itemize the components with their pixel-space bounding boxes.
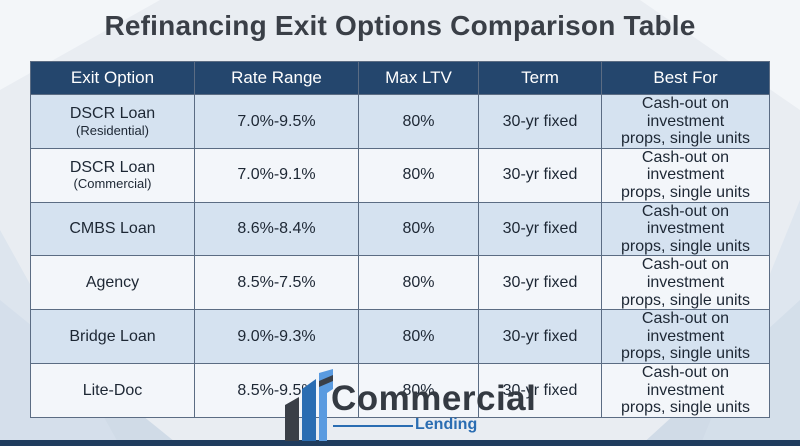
max-ltv-cell: 80%: [358, 309, 479, 364]
building-logo-icon: [285, 369, 333, 441]
best-for-cell: Cash-out on investment props, single unit…: [601, 255, 770, 311]
exit-option-cell: CMBS Loan: [30, 201, 195, 257]
table-row: CMBS Loan 8.6%-8.4% 80% 30-yr fixed Cash…: [30, 201, 770, 257]
best-for-line-1: Cash-out on investment: [641, 363, 730, 399]
logo-wordmark: Commercial: [331, 379, 537, 418]
max-ltv-cell: 80%: [358, 362, 479, 418]
max-ltv-cell: 80%: [358, 255, 479, 311]
term-cell: 30-yr fixed: [478, 255, 602, 311]
best-for-line-2: props, single units: [621, 130, 750, 148]
commercial-lending-logo: Commercial Lending: [283, 369, 537, 441]
rate-range-cell: 7.0%-9.5%: [194, 94, 359, 149]
logo-divider: [333, 425, 413, 427]
best-for-cell: Cash-out on investment props, single unit…: [601, 94, 770, 149]
best-for-cell: Cash-out on investment props, single unit…: [601, 309, 770, 364]
rate-range-cell: 7.0%-9.1%: [194, 147, 359, 203]
max-ltv-cell: 80%: [358, 94, 479, 149]
exit-option-name: DSCR Loan: [69, 104, 156, 122]
page-title: Refinancing Exit Options Comparison Tabl…: [104, 10, 696, 41]
best-for-line-2: props, single units: [621, 399, 750, 417]
comparison-table: Exit Option Rate Range Max LTV Term Best…: [30, 61, 770, 418]
column-header-exit-option: Exit Option: [30, 61, 195, 95]
best-for-line-2: props, single units: [621, 237, 750, 255]
table-row: Agency 8.5%-7.5% 80% 30-yr fixed Cash-ou…: [30, 255, 770, 311]
rate-range-cell: 8.5%-7.5%: [194, 255, 359, 311]
exit-option-cell: DSCR Loan (Commercial): [30, 147, 195, 203]
best-for-line-1: Cash-out on investment: [641, 202, 730, 238]
term-cell: 30-yr fixed: [478, 362, 602, 418]
rate-range-cell: 8.6%-8.4%: [194, 201, 359, 257]
max-ltv-cell: 80%: [358, 147, 479, 203]
term-cell: 30-yr fixed: [478, 201, 602, 257]
logo-subtitle: Lending: [415, 416, 478, 433]
best-for-cell: Cash-out on investment props, single unit…: [601, 362, 770, 418]
best-for-cell: Cash-out on investment props, single unit…: [601, 147, 770, 203]
best-for-line-1: Cash-out on investment: [641, 310, 730, 345]
term-cell: 30-yr fixed: [478, 309, 602, 364]
table-row: Lite-Doc 8.5%-9.5% 80% 30-yr fixed Cash-…: [30, 362, 770, 418]
best-for-line-1: Cash-out on investment: [641, 256, 730, 291]
best-for-line-2: props, single units: [621, 291, 750, 309]
rate-range-cell: 9.0%-9.3%: [194, 309, 359, 364]
best-for-line-2: props, single units: [621, 345, 750, 363]
table-row: Bridge Loan 9.0%-9.3% 80% 30-yr fixed Ca…: [30, 309, 770, 364]
best-for-line-2: props, single units: [621, 183, 750, 201]
column-header-term: Term: [478, 61, 602, 95]
table-row: DSCR Loan (Residential) 7.0%-9.5% 80% 30-…: [30, 94, 770, 149]
exit-option-cell: Agency: [30, 255, 195, 311]
column-header-max-ltv: Max LTV: [358, 61, 479, 95]
best-for-line-1: Cash-out on investment: [641, 95, 730, 130]
column-header-best-for: Best For: [601, 61, 770, 95]
term-cell: 30-yr fixed: [478, 147, 602, 203]
table-header-row: Exit Option Rate Range Max LTV Term Best…: [30, 61, 770, 95]
exit-option-subtype: (Residential): [76, 122, 149, 138]
best-for-line-1: Cash-out on investment: [641, 148, 730, 184]
table-row: DSCR Loan (Commercial) 7.0%-9.1% 80% 30-y…: [30, 147, 770, 203]
term-cell: 30-yr fixed: [478, 94, 602, 149]
max-ltv-cell: 80%: [358, 201, 479, 257]
exit-option-cell: Bridge Loan: [30, 309, 195, 364]
column-header-rate-range: Rate Range: [194, 61, 359, 95]
exit-option-cell: Lite-Doc: [30, 362, 195, 418]
exit-option-name: DSCR Loan: [69, 158, 156, 176]
exit-option-subtype: (Commercial): [73, 176, 152, 192]
best-for-cell: Cash-out on investment props, single unit…: [601, 201, 770, 257]
exit-option-cell: DSCR Loan (Residential): [30, 94, 195, 149]
